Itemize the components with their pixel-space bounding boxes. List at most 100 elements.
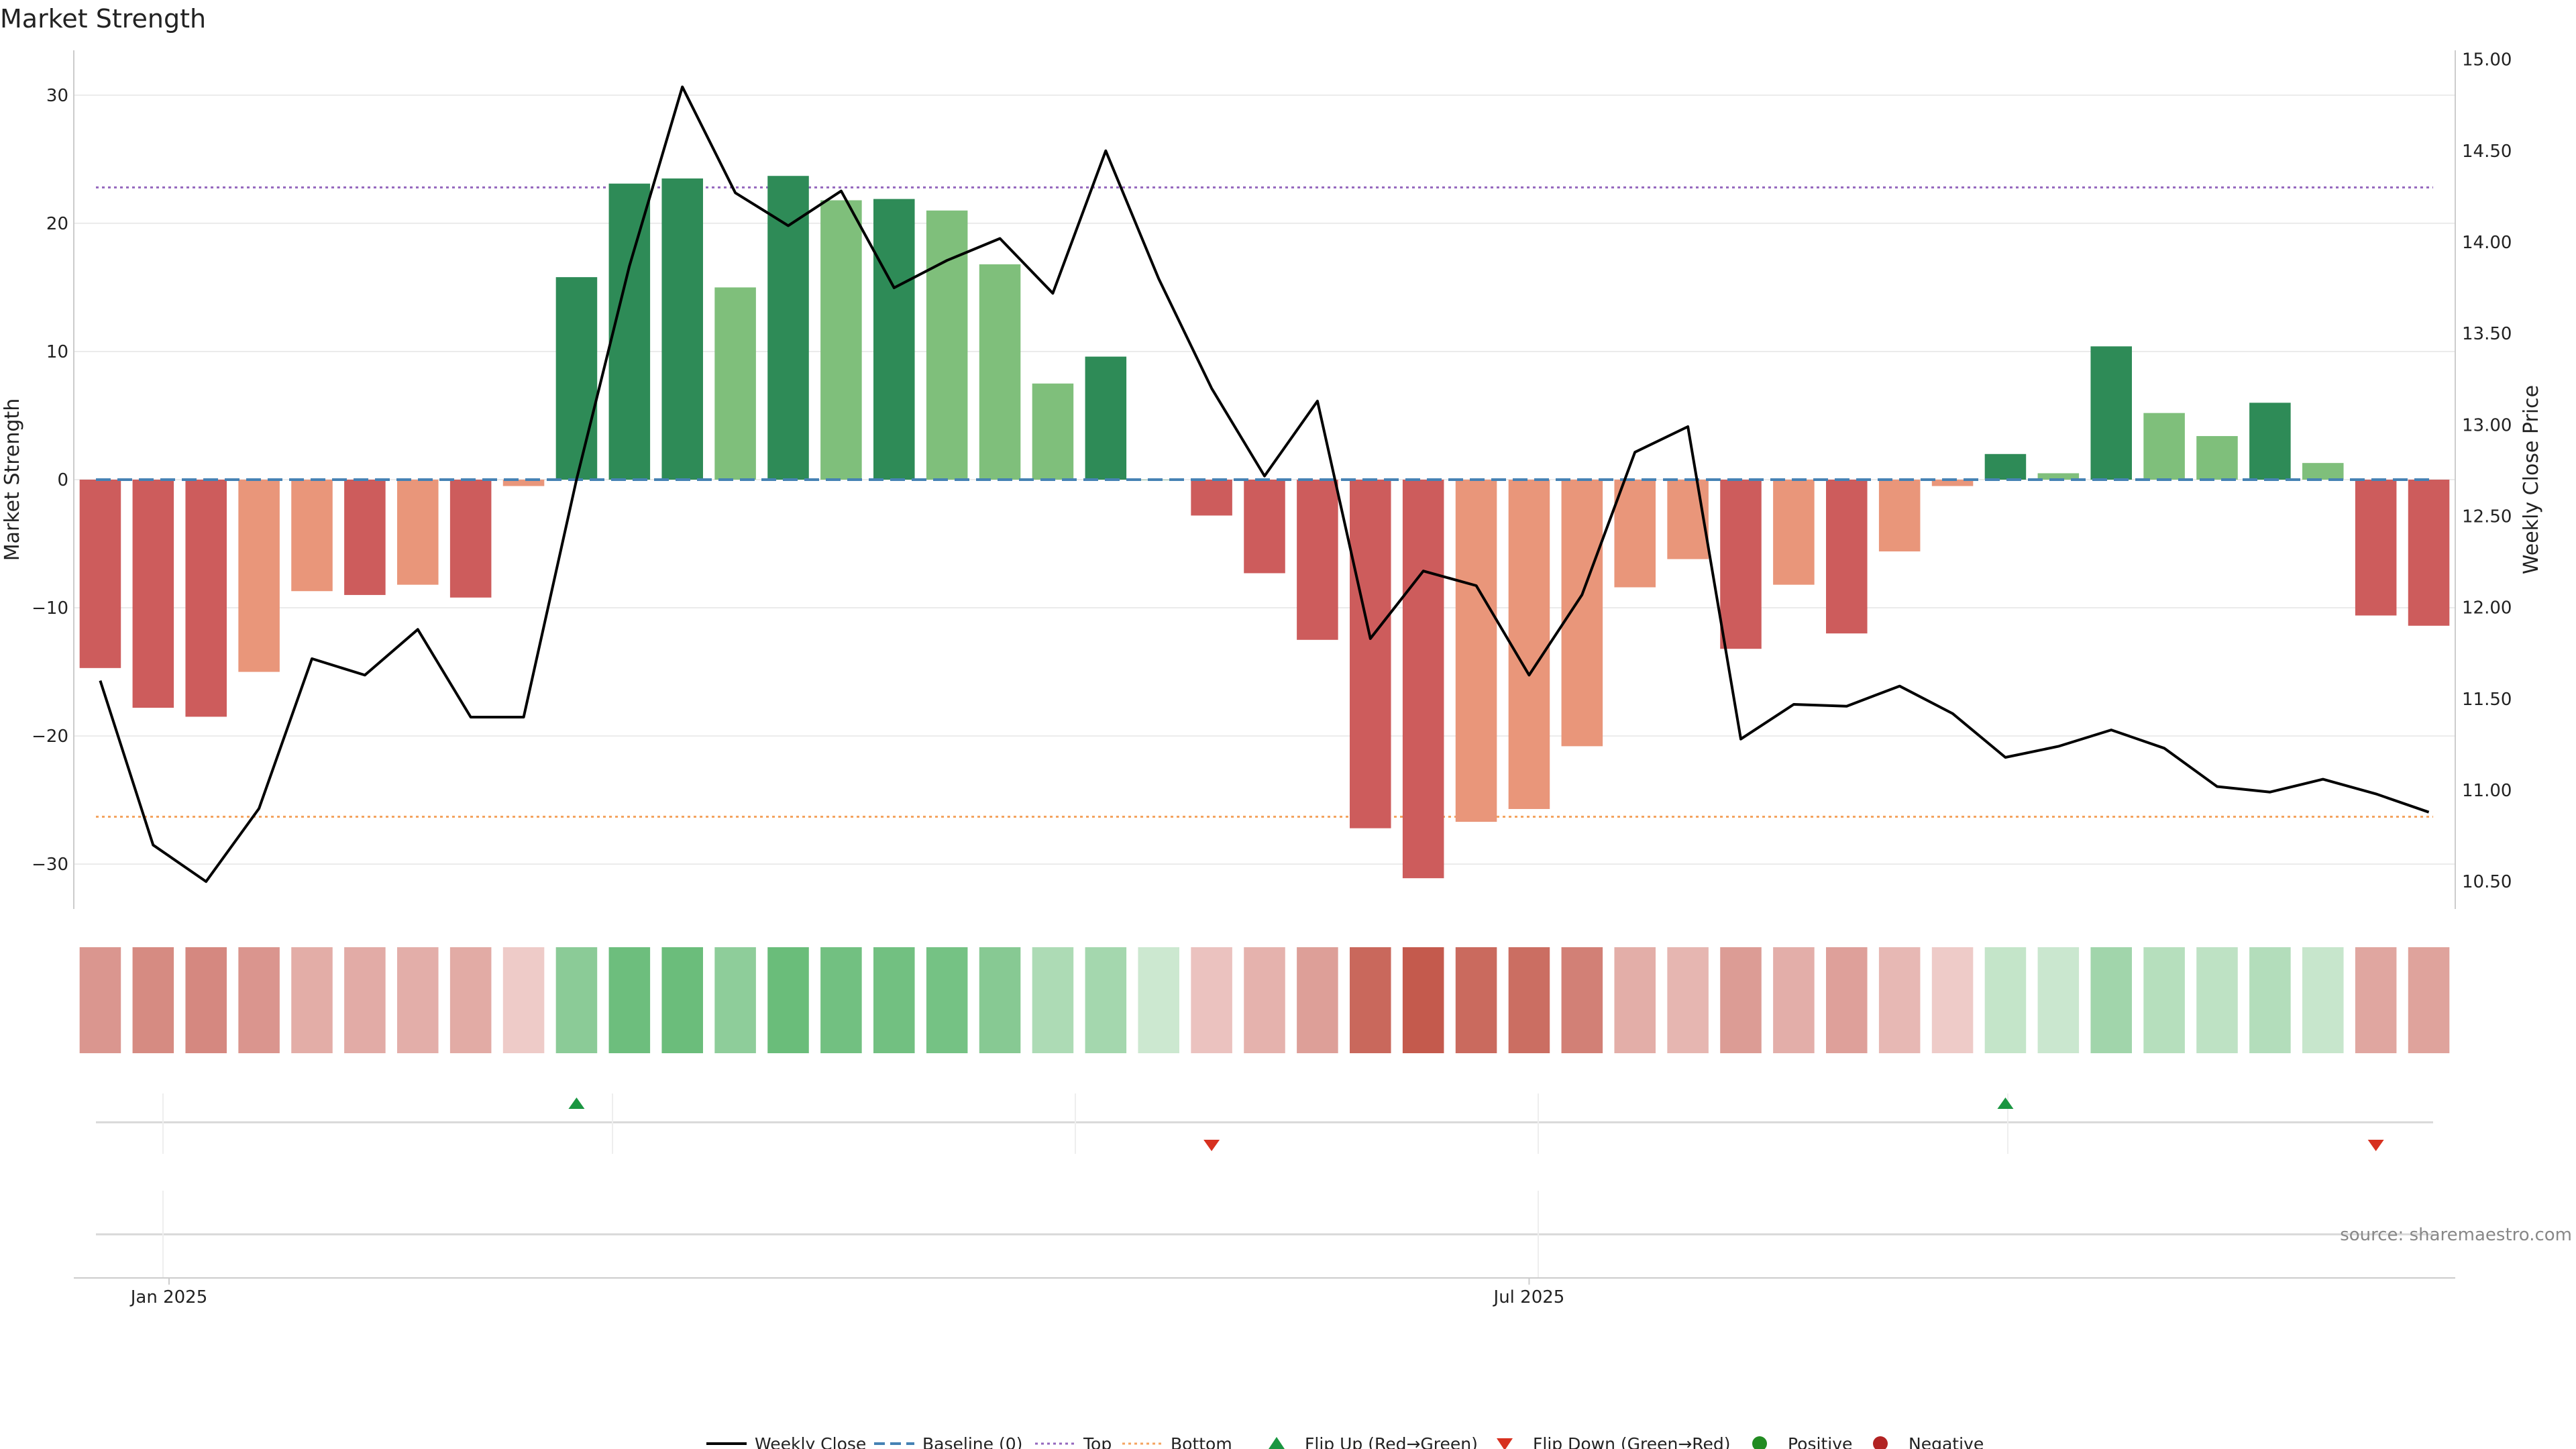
right-tick-label: 13.50 — [2462, 324, 2512, 344]
strength-bar — [873, 199, 915, 480]
heat-strip-cell — [2196, 947, 2238, 1053]
heat-strip-cell — [2355, 947, 2397, 1053]
flip-up-marker — [1997, 1097, 2014, 1109]
heat-strip-cell — [1773, 947, 1815, 1053]
x-tick-label: Jul 2025 — [1493, 1287, 1565, 1307]
right-tick-label: 10.50 — [2462, 872, 2512, 892]
heat-strip-cell — [979, 947, 1021, 1053]
strength-bar — [449, 480, 492, 598]
strength-bar — [555, 277, 598, 480]
strength-bar — [1720, 480, 1762, 649]
legend-swatch-dot — [1752, 1436, 1767, 1449]
heat-strip-cell — [1085, 947, 1127, 1053]
strength-heat-strip — [79, 947, 2450, 1053]
strength-bar — [1773, 480, 1815, 585]
strength-bar — [1455, 480, 1497, 822]
left-tick-label: 10 — [46, 342, 68, 362]
legend-label: Top — [1083, 1434, 1112, 1449]
heat-strip-cell — [2037, 947, 2080, 1053]
heat-strip-cell — [873, 947, 915, 1053]
strength-bar — [1244, 480, 1285, 574]
strength-bar — [2090, 346, 2132, 480]
heat-strip-cell — [238, 947, 280, 1053]
right-tick-label: 11.00 — [2462, 781, 2512, 801]
strength-bar — [714, 287, 756, 480]
strength-bar — [2408, 480, 2450, 626]
legend-label: Flip Down (Green→Red) — [1533, 1434, 1731, 1449]
left-tick-label: −10 — [32, 598, 68, 619]
heat-strip-cell — [1191, 947, 1232, 1053]
heat-strip-cell — [1720, 947, 1762, 1053]
strength-bar — [979, 264, 1021, 480]
strength-bar — [926, 210, 968, 480]
flip-marker-panel — [96, 1093, 2433, 1154]
legend-label: Bottom — [1171, 1434, 1232, 1449]
strength-bar — [2302, 463, 2344, 480]
heat-strip-cell — [344, 947, 386, 1053]
strength-bar — [1561, 480, 1603, 747]
strength-bar — [1085, 356, 1127, 480]
right-axis-label: Weekly Close Price — [2520, 385, 2543, 574]
heat-strip-cell — [2143, 947, 2185, 1053]
heat-strip-cell — [767, 947, 809, 1053]
strength-bar — [2037, 473, 2080, 480]
strength-bar — [1931, 480, 1974, 486]
strength-bar — [2249, 402, 2291, 480]
left-tick-label: −30 — [32, 855, 68, 875]
heat-strip-cell — [79, 947, 121, 1053]
strength-bar — [291, 480, 333, 592]
heat-strip-cell — [1561, 947, 1603, 1053]
heat-strip-cell — [1508, 947, 1550, 1053]
legend-swatch-flip-down — [1497, 1438, 1513, 1449]
strength-bar — [1878, 480, 1921, 551]
legend-label: Negative — [1909, 1434, 1984, 1449]
left-tick-label: 20 — [46, 214, 68, 234]
right-tick-label: 11.50 — [2462, 690, 2512, 710]
heat-strip-cell — [555, 947, 598, 1053]
strength-bar — [767, 176, 809, 480]
strength-bar — [1402, 480, 1444, 879]
heat-strip-cell — [132, 947, 174, 1053]
heat-strip-cell — [1402, 947, 1444, 1053]
heat-strip-cell — [1667, 947, 1709, 1053]
legend-label: Weekly Close — [755, 1434, 866, 1449]
heat-strip-cell — [1984, 947, 2027, 1053]
strength-bar — [2143, 413, 2185, 480]
strength-bar — [1191, 480, 1232, 516]
left-tick-label: 0 — [57, 470, 68, 490]
strength-bar — [1614, 480, 1656, 588]
heat-strip-cell — [1931, 947, 1974, 1053]
strength-bar — [1297, 480, 1338, 640]
strength-bar — [397, 480, 439, 585]
right-tick-label: 14.00 — [2462, 233, 2512, 253]
strength-bar — [1508, 480, 1550, 809]
legend-label: Baseline (0) — [922, 1434, 1022, 1449]
x-tick-label: Jan 2025 — [129, 1287, 208, 1307]
heat-strip-cell — [185, 947, 227, 1053]
positive-negative-panel — [96, 1191, 2433, 1278]
heat-strip-cell — [714, 947, 756, 1053]
strength-bar — [1032, 383, 1074, 480]
heat-strip-cell — [820, 947, 862, 1053]
legend-label: Flip Up (Red→Green) — [1305, 1434, 1478, 1449]
heat-strip-cell — [397, 947, 439, 1053]
price-layer — [99, 85, 2430, 883]
heat-strip-cell — [608, 947, 651, 1053]
strength-bars — [79, 176, 2450, 879]
strength-bar — [238, 480, 280, 672]
left-axis-label: Market Strength — [1, 398, 24, 561]
flip-up-marker — [568, 1097, 585, 1109]
right-tick-label: 12.50 — [2462, 506, 2512, 527]
heat-strip-cell — [2408, 947, 2450, 1053]
right-tick-label: 15.00 — [2462, 50, 2512, 70]
heat-strip-cell — [1878, 947, 1921, 1053]
legend-label: Positive — [1788, 1434, 1852, 1449]
heat-strip-cell — [661, 947, 703, 1053]
heat-strip-cell — [1032, 947, 1074, 1053]
heat-strip-cell — [2302, 947, 2344, 1053]
flip-down-marker — [2367, 1140, 2384, 1151]
heat-strip-cell — [926, 947, 968, 1053]
heat-strip-cell — [1244, 947, 1285, 1053]
flip-down-marker — [1203, 1140, 1220, 1151]
